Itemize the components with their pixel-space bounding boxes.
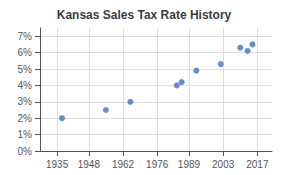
svg-text:6%: 6% (18, 47, 33, 58)
svg-text:5%: 5% (18, 64, 33, 75)
svg-text:1935: 1935 (46, 159, 69, 170)
svg-text:1976: 1976 (146, 159, 169, 170)
svg-text:7%: 7% (18, 31, 33, 42)
svg-text:2%: 2% (18, 113, 33, 124)
svg-text:Kansas Sales Tax Rate History: Kansas Sales Tax Rate History (57, 8, 232, 22)
svg-text:1948: 1948 (78, 159, 101, 170)
svg-text:1962: 1962 (112, 159, 135, 170)
svg-text:0%: 0% (18, 146, 33, 157)
svg-text:1%: 1% (18, 129, 33, 140)
svg-text:4%: 4% (18, 80, 33, 91)
svg-text:3%: 3% (18, 96, 33, 107)
svg-text:1989: 1989 (178, 159, 201, 170)
svg-text:2017: 2017 (246, 159, 269, 170)
svg-text:2003: 2003 (212, 159, 235, 170)
